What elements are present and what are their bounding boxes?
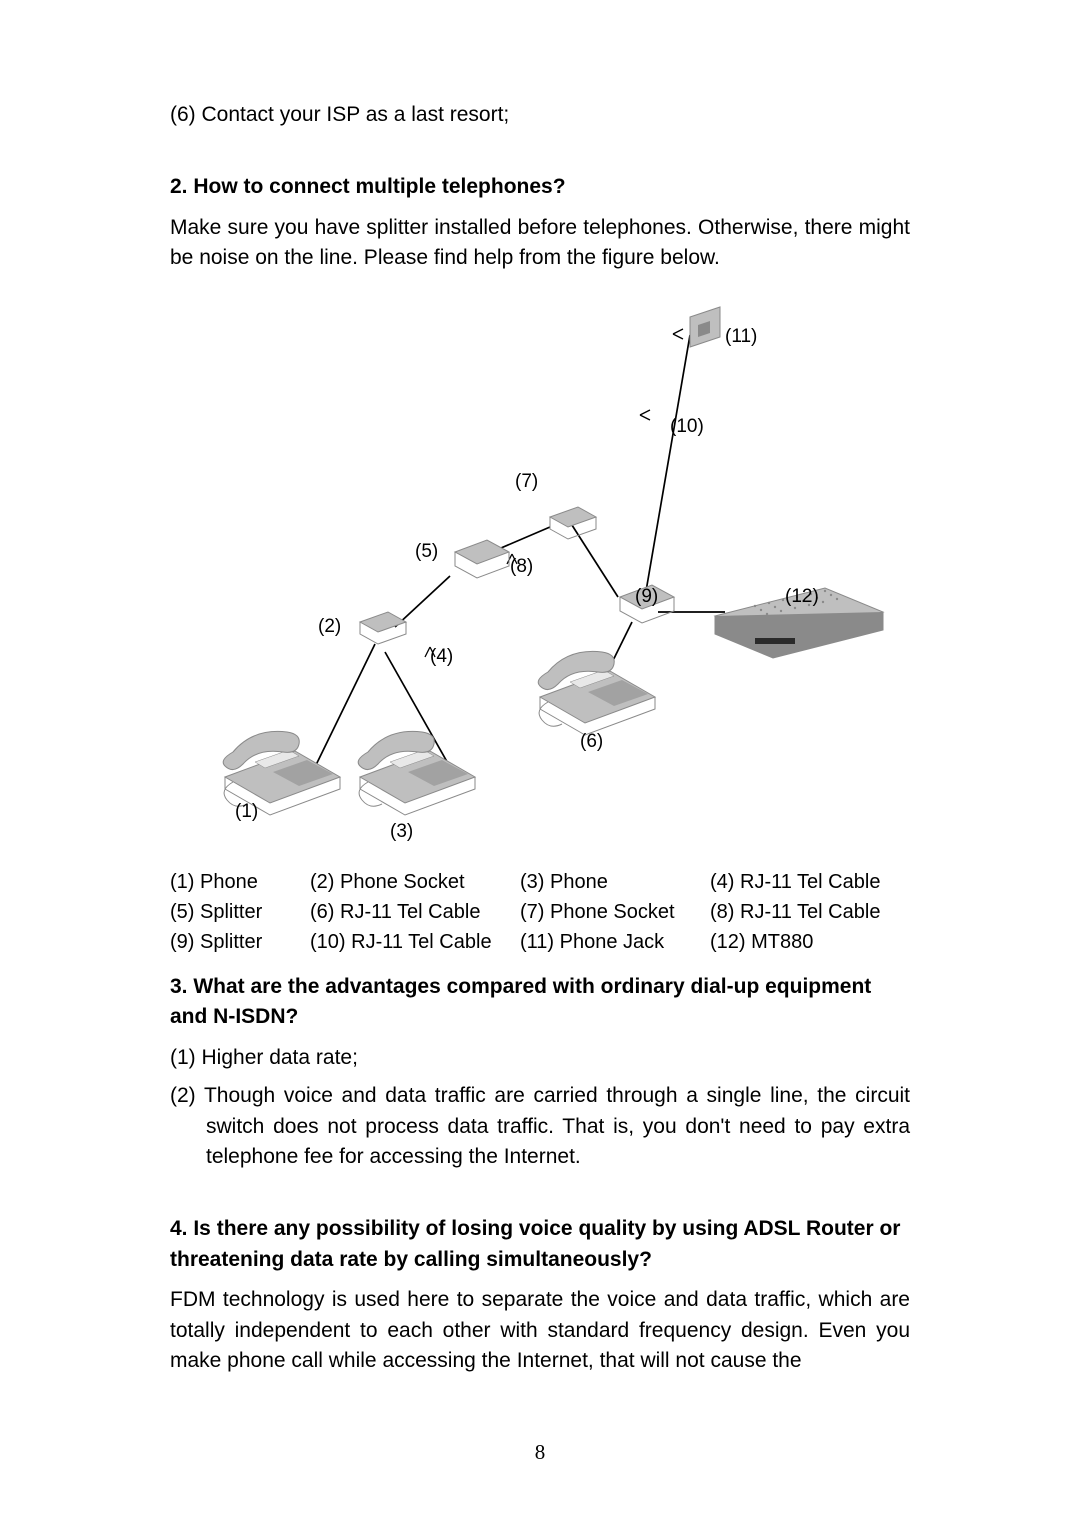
q2-body: Make sure you have splitter installed be… (170, 213, 910, 274)
figure-legend: (1) Phone (2) Phone Socket (3) Phone (4)… (170, 868, 910, 956)
q4-heading: 4. Is there any possibility of losing vo… (170, 1214, 910, 1275)
svg-text:(6): (6) (580, 731, 603, 752)
legend-cell: (6) RJ-11 Tel Cable (310, 898, 520, 926)
legend-cell: (10) RJ-11 Tel Cable (310, 928, 520, 956)
svg-text:(5): (5) (415, 541, 438, 562)
q4-body: FDM technology is used here to separate … (170, 1285, 910, 1376)
figure-wrap: (1) (2) (3) (4) (5) (6) (7) (8) (9) (10) (11) (12) (170, 292, 910, 852)
q3-heading: 3. What are the advantages compared with… (170, 972, 910, 1033)
q2-heading: 2. How to connect multiple telephones? (170, 172, 910, 202)
svg-text:(3): (3) (390, 821, 413, 842)
svg-text:(11): (11) (725, 326, 757, 347)
svg-text:(9): (9) (635, 586, 658, 607)
legend-cell: (4) RJ-11 Tel Cable (710, 868, 910, 896)
legend-row: (9) Splitter (10) RJ-11 Tel Cable (11) P… (170, 928, 910, 956)
svg-text:(7): (7) (515, 471, 538, 492)
svg-text:(1): (1) (235, 801, 258, 822)
legend-cell: (5) Splitter (170, 898, 310, 926)
legend-cell: (7) Phone Socket (520, 898, 710, 926)
legend-cell: (12) MT880 (710, 928, 910, 956)
svg-text:(8): (8) (510, 556, 533, 577)
svg-text:(2): (2) (318, 616, 341, 637)
legend-cell: (9) Splitter (170, 928, 310, 956)
svg-text:(4): (4) (430, 646, 453, 667)
q3-item-2: (2) Though voice and data traffic are ca… (170, 1081, 910, 1172)
svg-text:(10): (10) (670, 416, 704, 437)
q3-item-1: (1) Higher data rate; (170, 1043, 910, 1073)
legend-row: (1) Phone (2) Phone Socket (3) Phone (4)… (170, 868, 910, 896)
legend-cell: (2) Phone Socket (310, 868, 520, 896)
svg-text:(12): (12) (785, 586, 819, 607)
legend-cell: (8) RJ-11 Tel Cable (710, 898, 910, 926)
legend-cell: (1) Phone (170, 868, 310, 896)
page-number: 8 (0, 1440, 1080, 1465)
legend-cell: (3) Phone (520, 868, 710, 896)
connection-diagram: (1) (2) (3) (4) (5) (6) (7) (8) (9) (10) (11) (12) (170, 292, 910, 852)
legend-row: (5) Splitter (6) RJ-11 Tel Cable (7) Pho… (170, 898, 910, 926)
legend-cell: (11) Phone Jack (520, 928, 710, 956)
item-6: (6) Contact your ISP as a last resort; (170, 100, 910, 130)
